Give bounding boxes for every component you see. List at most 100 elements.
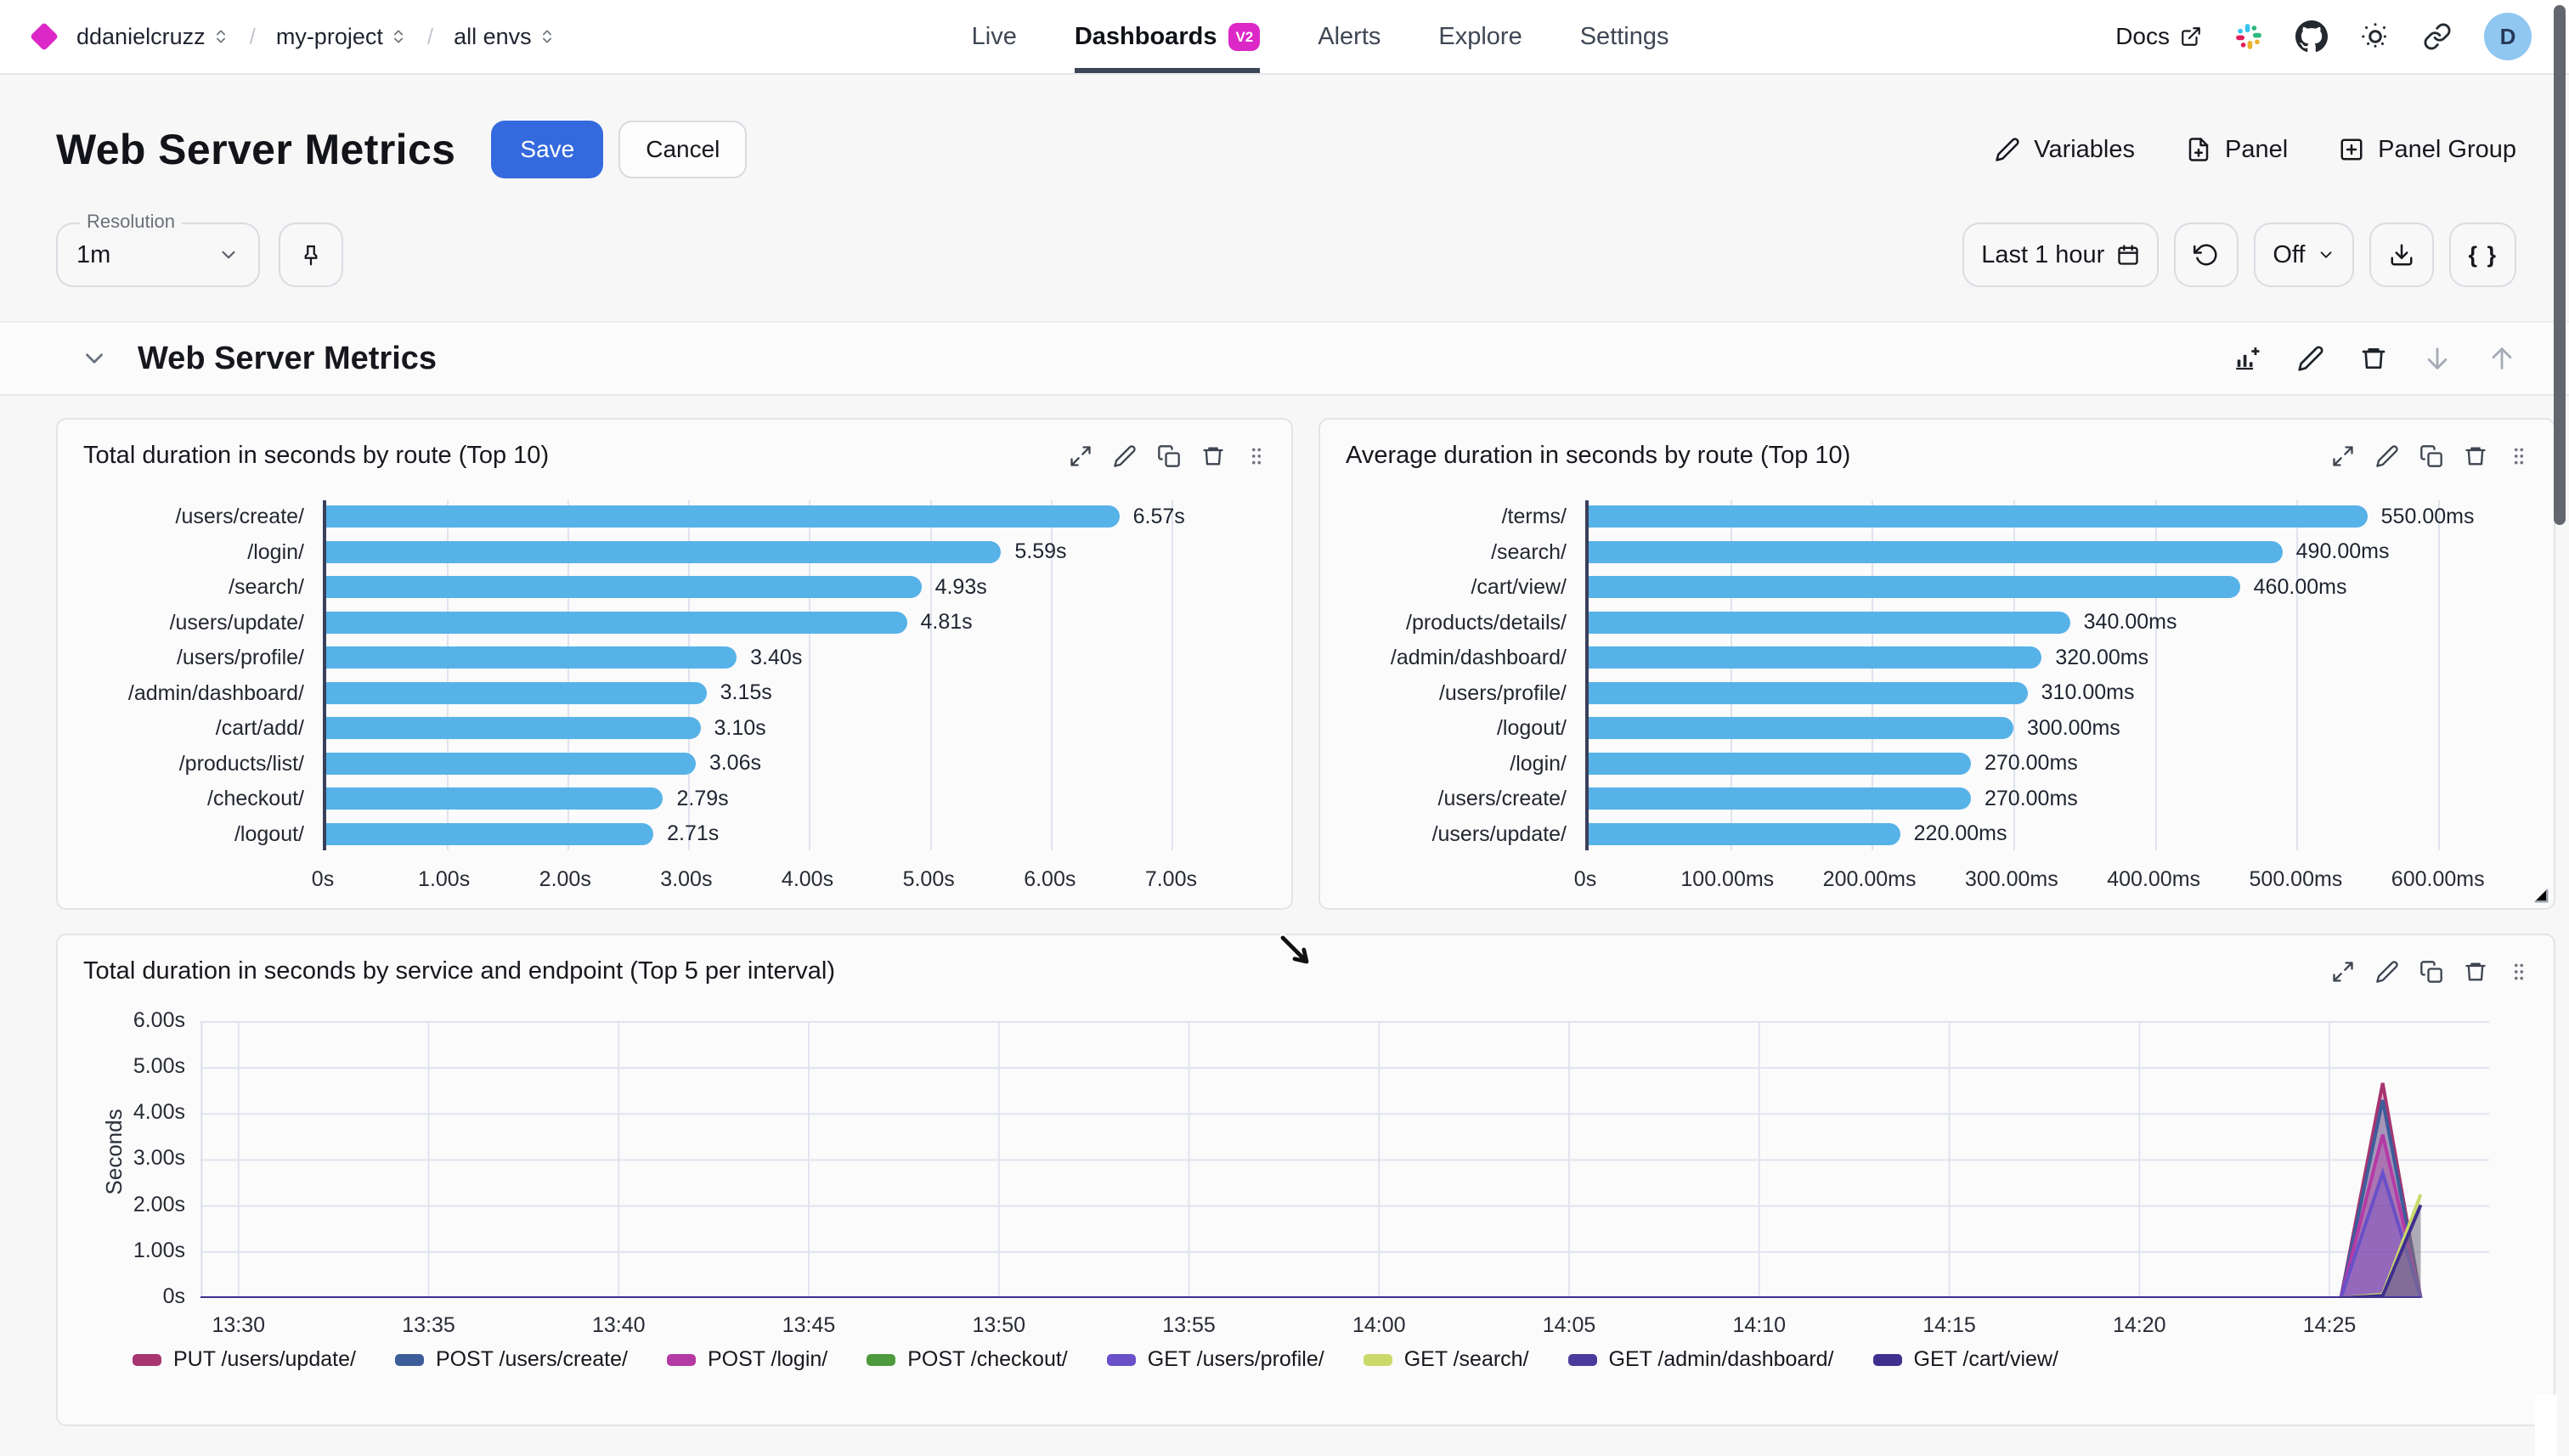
drag-handle-icon[interactable] (1245, 443, 1268, 469)
add-chart-icon[interactable] (2233, 344, 2261, 373)
expand-icon[interactable] (2331, 444, 2355, 468)
collapse-chevron-icon[interactable] (80, 344, 109, 373)
expand-icon[interactable] (1069, 444, 1093, 468)
bar[interactable] (1589, 681, 2028, 704)
copy-icon[interactable] (1157, 444, 1181, 468)
square-plus-icon (2340, 138, 2363, 161)
bar[interactable] (326, 576, 922, 599)
bar-category-label: /login/ (1510, 751, 1567, 776)
legend-item[interactable]: PUT /users/update/ (133, 1347, 356, 1372)
github-icon[interactable] (2295, 20, 2328, 53)
bar-row: 550.00ms (1589, 500, 2506, 533)
bar[interactable] (326, 505, 1120, 528)
scroll-corner (2535, 1395, 2557, 1456)
bar-row: 460.00ms (1589, 571, 2506, 603)
add-panel-button[interactable]: Panel (2186, 136, 2288, 164)
drag-handle-icon[interactable] (2508, 443, 2530, 469)
breadcrumb-project[interactable]: my-project (276, 24, 407, 50)
bar[interactable] (1589, 505, 2368, 528)
bar-value-label: 310.00ms (2041, 680, 2135, 705)
tab-settings[interactable]: Settings (1580, 0, 1669, 73)
move-down-icon[interactable] (2423, 344, 2452, 373)
tab-live[interactable]: Live (972, 0, 1017, 73)
edit-section-icon[interactable] (2297, 345, 2324, 372)
bar[interactable] (1589, 717, 2013, 740)
page-scrollbar[interactable] (2554, 5, 2566, 525)
bar[interactable] (1589, 752, 1971, 775)
x-tick-label: 13:50 (972, 1313, 1026, 1337)
bar[interactable] (1589, 576, 2240, 599)
tab-dashboards[interactable]: Dashboards V2 (1074, 0, 1261, 73)
resolution-select[interactable]: Resolution 1m (56, 211, 260, 287)
drag-handle-icon[interactable] (2508, 959, 2530, 985)
gridline (2154, 500, 2157, 850)
delete-icon[interactable] (2464, 960, 2487, 984)
edit-icon[interactable] (2375, 960, 2399, 984)
bar[interactable] (326, 717, 701, 740)
series-line (200, 1135, 2420, 1298)
bar-category-label: /users/create/ (175, 505, 304, 528)
x-tick-label: 13:35 (402, 1313, 455, 1337)
breadcrumb-env[interactable]: all envs (454, 24, 556, 50)
x-axis-labels: 13:30 13:35 13:40 13:45 13:50 13:55 14:00 14:05… (200, 1298, 2489, 1342)
cancel-button[interactable]: Cancel (618, 121, 748, 178)
bar-category-label: /checkout/ (207, 787, 304, 811)
docs-link[interactable]: Docs (2115, 23, 2202, 50)
copy-icon[interactable] (2419, 960, 2443, 984)
legend-item[interactable]: POST /users/create/ (394, 1347, 628, 1372)
variables-button[interactable]: Variables (1995, 136, 2135, 164)
legend-item[interactable]: POST /login/ (666, 1347, 827, 1372)
delete-section-icon[interactable] (2360, 345, 2387, 372)
bar[interactable] (326, 540, 1002, 563)
breadcrumb-org[interactable]: ddanielcruzz (76, 24, 229, 50)
app-logo-icon[interactable] (30, 22, 59, 51)
slack-icon[interactable] (2234, 22, 2263, 51)
download-button[interactable] (2369, 223, 2435, 287)
bar-value-label: 550.00ms (2380, 504, 2475, 528)
time-range-picker[interactable]: Last 1 hour (1962, 223, 2160, 287)
expand-icon[interactable] (2331, 960, 2355, 984)
theme-sun-icon[interactable] (2360, 21, 2391, 52)
bar-value-label: 5.59s (1014, 539, 1067, 564)
bar[interactable] (326, 611, 907, 634)
bar[interactable] (326, 787, 663, 810)
bar[interactable] (326, 752, 696, 775)
user-avatar[interactable]: D (2484, 13, 2532, 60)
autorefresh-select[interactable]: Off (2254, 223, 2355, 287)
json-view-button[interactable]: { } (2449, 223, 2516, 287)
move-up-icon[interactable] (2487, 344, 2516, 373)
pin-button[interactable] (279, 223, 343, 287)
legend-item[interactable]: GET /cart/view/ (1872, 1347, 2058, 1372)
refresh-button[interactable] (2174, 223, 2239, 287)
delete-icon[interactable] (2464, 444, 2487, 468)
tab-alerts[interactable]: Alerts (1318, 0, 1380, 73)
edit-icon[interactable] (2375, 444, 2399, 468)
bar-value-label: 4.81s (920, 610, 973, 635)
legend-swatch (666, 1353, 696, 1366)
tab-explore[interactable]: Explore (1438, 0, 1522, 73)
delete-icon[interactable] (1201, 444, 1225, 468)
bar[interactable] (326, 822, 654, 845)
bar-row: 270.00ms (1589, 748, 2506, 780)
copy-icon[interactable] (2419, 444, 2443, 468)
bar[interactable] (1589, 540, 2283, 563)
legend-item[interactable]: GET /admin/dashboard/ (1567, 1347, 1834, 1372)
bar[interactable] (1589, 611, 2070, 634)
legend-item[interactable]: GET /search/ (1363, 1347, 1529, 1372)
bar[interactable] (1589, 787, 1971, 810)
legend-item[interactable]: GET /users/profile/ (1106, 1347, 1324, 1372)
bar[interactable] (1589, 822, 1900, 845)
add-panel-group-button[interactable]: Panel Group (2339, 136, 2516, 164)
bar[interactable] (326, 681, 707, 704)
x-tick-label: 13:40 (591, 1313, 646, 1337)
legend-item[interactable]: POST /checkout/ (867, 1347, 1068, 1372)
link-icon[interactable] (2423, 22, 2452, 51)
save-button[interactable]: Save (491, 121, 604, 178)
x-tick-label: 0s (1573, 867, 1597, 891)
time-series-plot-area[interactable] (200, 1006, 2489, 1298)
edit-icon[interactable] (1113, 444, 1137, 468)
bar[interactable] (326, 646, 737, 669)
bar-row: 3.15s (326, 677, 1244, 709)
resize-handle-icon[interactable] (2533, 888, 2549, 903)
bar[interactable] (1589, 646, 2042, 669)
